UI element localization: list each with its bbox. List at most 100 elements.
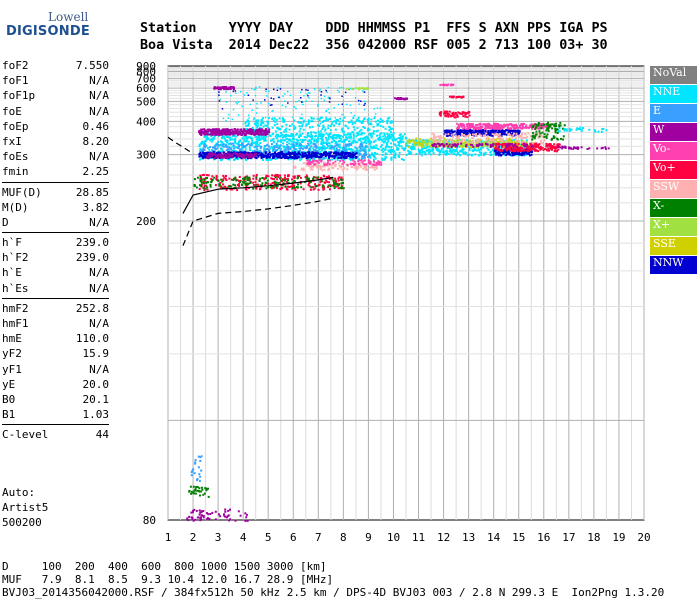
echo-point — [256, 153, 259, 156]
echo-point — [220, 154, 223, 157]
echo-point — [244, 154, 247, 157]
echo-point — [401, 158, 403, 161]
echo-point — [345, 155, 348, 158]
echo-point — [437, 150, 440, 153]
echo-point — [335, 119, 338, 121]
echo-point — [293, 119, 296, 122]
echo-point — [519, 149, 522, 152]
echo-point — [259, 133, 262, 136]
echo-point — [480, 126, 482, 128]
echo-point — [305, 162, 308, 165]
param-value: N/A — [89, 281, 109, 295]
echo-point — [540, 142, 543, 145]
echo-point — [255, 130, 258, 133]
echo-point — [379, 145, 382, 148]
echo-point — [209, 146, 212, 149]
echo-point — [204, 132, 207, 134]
echo-point — [538, 143, 541, 146]
echo-point — [334, 128, 337, 131]
echo-point — [306, 159, 309, 162]
echo-point — [346, 143, 348, 146]
echo-point — [385, 143, 388, 146]
echo-point — [475, 129, 477, 132]
echo-point — [314, 176, 317, 179]
echo-point — [345, 133, 348, 136]
echo-point — [212, 136, 215, 139]
echo-point — [340, 140, 342, 143]
echo-point — [308, 139, 311, 142]
echo-point — [553, 143, 556, 146]
echo-point — [391, 150, 394, 152]
echo-point — [351, 166, 354, 169]
echo-point — [322, 134, 325, 136]
echo-point — [399, 138, 402, 141]
echo-point — [343, 133, 346, 136]
echo-point — [223, 136, 225, 139]
echo-point — [382, 141, 385, 144]
echo-point — [315, 163, 318, 166]
echo-point — [223, 176, 226, 179]
echo-point — [529, 143, 532, 146]
echo-point — [254, 145, 257, 148]
echo-point — [255, 119, 258, 122]
echo-point — [376, 134, 378, 137]
echo-point — [318, 134, 321, 137]
echo-point — [204, 143, 207, 146]
echo-point — [337, 179, 340, 182]
auto-version: 500200 — [2, 516, 42, 529]
echo-point — [354, 164, 357, 167]
echo-point — [322, 142, 325, 144]
echo-point — [296, 157, 299, 160]
echo-point — [279, 154, 282, 157]
echo-point — [196, 176, 199, 179]
echo-point — [322, 152, 325, 155]
echo-point — [340, 179, 343, 182]
echo-point — [287, 178, 289, 181]
echo-point — [293, 141, 296, 144]
echo-point — [262, 156, 265, 158]
echo-point — [452, 149, 455, 151]
echo-point — [215, 176, 218, 179]
echo-point — [457, 151, 460, 154]
echo-point — [235, 150, 238, 153]
echo-point — [360, 157, 363, 160]
echo-point — [469, 127, 471, 129]
echo-point — [278, 146, 281, 149]
echo-point — [314, 163, 316, 165]
echo-point — [356, 155, 359, 158]
echo-point — [532, 131, 535, 134]
param-value: 28.85 — [75, 185, 109, 199]
echo-point — [405, 153, 408, 156]
echo-point — [359, 144, 362, 147]
echo-point — [359, 153, 362, 156]
echo-point — [425, 141, 428, 144]
echo-point — [337, 151, 340, 154]
echo-point — [398, 140, 401, 143]
echo-point — [343, 130, 345, 133]
echo-point — [207, 155, 209, 158]
echo-point — [209, 185, 212, 188]
echo-point — [284, 128, 287, 131]
echo-point — [480, 127, 483, 130]
echo-point — [243, 135, 246, 138]
echo-point — [243, 179, 246, 182]
echo-point — [450, 130, 453, 133]
echo-point — [387, 149, 390, 152]
echo-point — [396, 147, 399, 150]
echo-point — [352, 131, 355, 134]
echo-point — [305, 174, 308, 177]
echo-point — [341, 154, 343, 157]
echo-point — [464, 141, 467, 144]
echo-point — [272, 186, 275, 189]
echo-point — [221, 137, 224, 139]
param-name: MUF(D) — [2, 185, 42, 199]
echo-point — [299, 153, 301, 156]
echo-point — [294, 189, 297, 192]
echo-point — [228, 151, 231, 154]
echo-point — [293, 144, 296, 147]
echo-point — [293, 177, 296, 179]
echo-point — [502, 131, 505, 134]
echo-point — [318, 157, 321, 160]
echo-point — [307, 156, 310, 158]
echo-point — [252, 187, 255, 190]
